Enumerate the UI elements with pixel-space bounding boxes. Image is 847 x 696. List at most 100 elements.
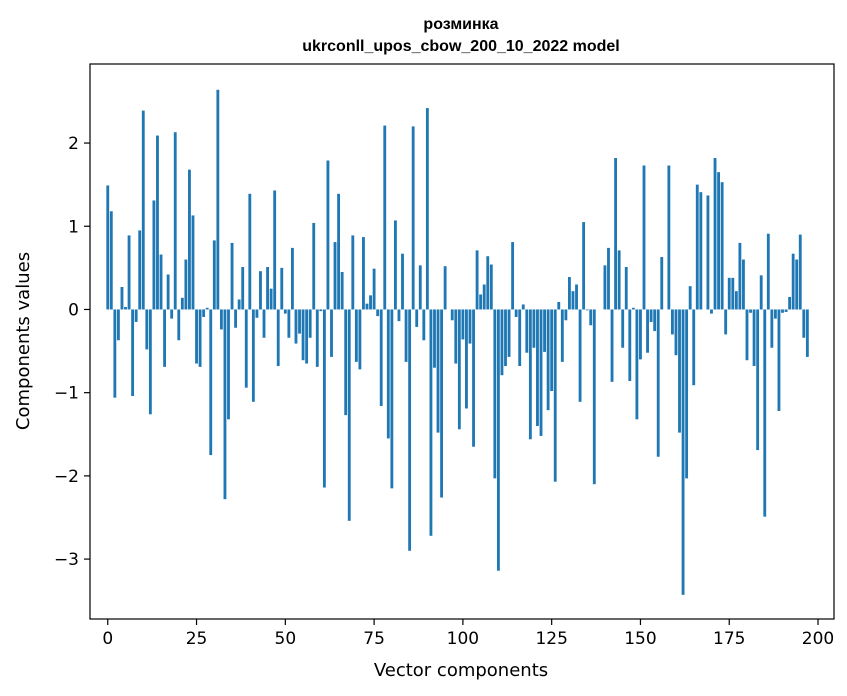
bar-51 bbox=[287, 309, 291, 338]
bar-113 bbox=[507, 309, 511, 357]
bar-101 bbox=[465, 309, 468, 409]
bar-165 bbox=[692, 309, 696, 386]
bar-34 bbox=[227, 309, 230, 420]
bar-184 bbox=[759, 275, 763, 310]
bar-46 bbox=[269, 288, 273, 310]
x-tick-label: 175 bbox=[713, 629, 745, 649]
bar-171 bbox=[713, 158, 717, 310]
bar-9 bbox=[138, 230, 142, 310]
bar-29 bbox=[209, 309, 213, 456]
bar-77 bbox=[379, 309, 383, 406]
bar-76 bbox=[376, 309, 380, 317]
bar-195 bbox=[798, 234, 802, 310]
bar-72 bbox=[362, 237, 365, 310]
bar-48 bbox=[276, 309, 280, 367]
bar-35 bbox=[230, 242, 234, 310]
x-axis-ticks: 0 25 50 75 100 125 150 175 200 bbox=[102, 619, 834, 649]
bar-120 bbox=[532, 309, 536, 348]
bar-192 bbox=[788, 296, 792, 310]
bar-174 bbox=[724, 309, 728, 335]
bar-150 bbox=[639, 309, 642, 360]
bar-15 bbox=[159, 254, 163, 310]
bar-185 bbox=[763, 309, 767, 517]
bar-193 bbox=[791, 253, 795, 310]
bar-164 bbox=[688, 286, 692, 310]
bar-170 bbox=[710, 309, 713, 314]
bar-149 bbox=[635, 309, 639, 420]
bar-159 bbox=[670, 309, 674, 335]
bar-117 bbox=[521, 304, 525, 310]
bar-56 bbox=[305, 309, 309, 364]
x-tick-label: 150 bbox=[624, 629, 656, 649]
bar-57 bbox=[308, 309, 312, 338]
bar-167 bbox=[699, 192, 703, 310]
bar-156 bbox=[660, 257, 664, 310]
bar-44 bbox=[262, 309, 266, 338]
x-axis-label: Vector components bbox=[374, 660, 548, 681]
bar-129 bbox=[564, 309, 568, 321]
bar-122 bbox=[539, 309, 543, 436]
bar-0 bbox=[106, 185, 110, 310]
bar-124 bbox=[546, 309, 550, 411]
bar-176 bbox=[731, 277, 735, 310]
y-axis-ticks: −3 −2 −1 0 1 2 bbox=[54, 134, 90, 570]
bar-54 bbox=[298, 309, 301, 334]
x-tick-label: 125 bbox=[535, 629, 567, 649]
bar-43 bbox=[259, 271, 262, 310]
bar-86 bbox=[411, 126, 415, 310]
bar-97 bbox=[450, 309, 454, 321]
bar-32 bbox=[219, 309, 223, 330]
bar-55 bbox=[301, 309, 305, 361]
bar-20 bbox=[177, 309, 181, 341]
bar-11 bbox=[145, 309, 149, 350]
bar-131 bbox=[571, 291, 575, 310]
bar-183 bbox=[756, 309, 760, 451]
bar-85 bbox=[408, 309, 412, 551]
bar-147 bbox=[628, 309, 632, 382]
bar-105 bbox=[479, 294, 483, 310]
bar-135 bbox=[585, 309, 589, 311]
bar-133 bbox=[578, 309, 582, 402]
bar-7 bbox=[131, 309, 135, 396]
bar-190 bbox=[781, 309, 784, 313]
bar-136 bbox=[589, 309, 593, 326]
x-tick-label: 100 bbox=[447, 629, 479, 649]
bar-130 bbox=[568, 277, 571, 310]
bar-100 bbox=[461, 309, 465, 340]
bar-142 bbox=[610, 309, 614, 382]
bar-104 bbox=[475, 250, 479, 310]
bar-81 bbox=[393, 220, 397, 310]
bar-143 bbox=[614, 158, 618, 310]
bar-70 bbox=[354, 309, 358, 362]
bar-17 bbox=[166, 274, 170, 310]
bar-151 bbox=[642, 165, 646, 310]
bar-145 bbox=[621, 309, 625, 348]
bar-21 bbox=[180, 297, 184, 310]
bar-102 bbox=[468, 309, 472, 344]
bar-194 bbox=[795, 259, 799, 310]
bar-126 bbox=[553, 309, 557, 482]
bar-144 bbox=[617, 250, 621, 310]
bar-83 bbox=[401, 253, 404, 310]
bar-152 bbox=[646, 309, 649, 353]
y-tick-label: 0 bbox=[68, 300, 79, 320]
bar-13 bbox=[152, 200, 156, 310]
bar-121 bbox=[536, 309, 539, 426]
bar-37 bbox=[237, 299, 241, 310]
bar-71 bbox=[358, 309, 362, 370]
bar-99 bbox=[457, 309, 461, 430]
y-tick-label: 1 bbox=[68, 217, 79, 237]
bar-92 bbox=[433, 309, 436, 368]
bar-87 bbox=[415, 309, 419, 327]
bar-108 bbox=[489, 264, 493, 310]
plot-frame bbox=[89, 63, 835, 620]
y-tick-label: −3 bbox=[54, 550, 79, 570]
bar-10 bbox=[141, 110, 145, 310]
bar-36 bbox=[234, 309, 238, 328]
bar-182 bbox=[752, 309, 756, 367]
chart-subtitle: ukrconll_upos_cbow_200_10_2022 model bbox=[302, 38, 619, 55]
bar-52 bbox=[291, 247, 294, 310]
bar-1 bbox=[109, 211, 113, 310]
x-tick-label: 25 bbox=[186, 629, 208, 649]
bar-63 bbox=[330, 309, 333, 357]
